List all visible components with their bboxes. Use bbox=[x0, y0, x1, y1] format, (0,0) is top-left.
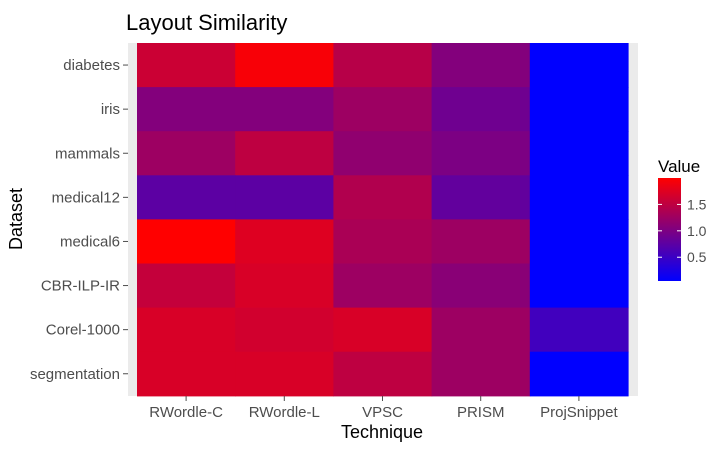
heatmap-cell-diabetes-PRISM bbox=[431, 43, 531, 88]
heatmap-cell-mammals-ProjSnippet bbox=[529, 131, 629, 176]
x-tick-label: RWordle-L bbox=[249, 404, 320, 421]
heatmap-cell-diabetes-ProjSnippet bbox=[529, 43, 629, 88]
y-tick-label: Corel-1000 bbox=[46, 322, 120, 339]
heatmap-cell-iris-VPSC bbox=[333, 87, 433, 132]
heatmap-cell-CBR-ILP-IR-RWordle-L bbox=[235, 263, 334, 309]
legend-title: Value bbox=[658, 157, 700, 176]
y-axis-title: Dataset bbox=[6, 188, 26, 250]
x-axis-title: Technique bbox=[341, 422, 423, 442]
heatmap-cell-segmentation-PRISM bbox=[431, 351, 531, 397]
y-tick-label: iris bbox=[101, 101, 120, 118]
heatmap-cell-segmentation-ProjSnippet bbox=[529, 351, 629, 397]
legend-ticks: 0.5 1.0 1.5 bbox=[658, 196, 707, 265]
heatmap-cell-medical6-ProjSnippet bbox=[529, 219, 629, 265]
heatmap-cell-medical6-PRISM bbox=[431, 219, 531, 265]
heatmap-cell-CBR-ILP-IR-VPSC bbox=[333, 263, 433, 309]
heatmap-cell-CBR-ILP-IR-PRISM bbox=[431, 263, 531, 309]
y-tick-label: mammals bbox=[55, 145, 120, 162]
heatmap-cell-medical12-VPSC bbox=[333, 175, 433, 220]
heatmap-cell-Corel-1000-RWordle-L bbox=[235, 307, 334, 353]
heatmap-cell-medical12-ProjSnippet bbox=[529, 175, 629, 220]
x-axis-ticks: RWordle-C RWordle-L VPSC PRISM ProjSnippet bbox=[149, 396, 619, 421]
y-tick-label: medical12 bbox=[52, 189, 120, 206]
x-tick-label: VPSC bbox=[362, 404, 403, 421]
legend-tick-label: 1.0 bbox=[687, 223, 707, 239]
heatmap-cell-iris-RWordle-C bbox=[137, 87, 236, 132]
heatmap-cell-Corel-1000-PRISM bbox=[431, 307, 531, 353]
heatmap-cell-medical12-RWordle-C bbox=[137, 175, 236, 220]
heatmap-cell-segmentation-VPSC bbox=[333, 351, 433, 397]
heatmap-cell-CBR-ILP-IR-ProjSnippet bbox=[529, 263, 629, 309]
heatmap-cell-mammals-VPSC bbox=[333, 131, 433, 176]
heatmap-cell-medical12-PRISM bbox=[431, 175, 531, 220]
heatmap-cell-iris-ProjSnippet bbox=[529, 87, 629, 132]
heatmap-cell-CBR-ILP-IR-RWordle-C bbox=[137, 263, 236, 309]
y-tick-label: segmentation bbox=[30, 366, 120, 383]
heatmap-cell-iris-RWordle-L bbox=[235, 87, 334, 132]
heatmap-cell-segmentation-RWordle-C bbox=[137, 351, 236, 397]
heatmap-cell-Corel-1000-VPSC bbox=[333, 307, 433, 353]
x-tick-label: RWordle-C bbox=[149, 404, 223, 421]
y-tick-label: medical6 bbox=[60, 233, 120, 250]
color-legend: Value 0.5 1.0 1.5 bbox=[658, 157, 707, 281]
heatmap-cell-medical6-VPSC bbox=[333, 219, 433, 265]
y-tick-label: CBR-ILP-IR bbox=[41, 278, 120, 295]
heatmap-cell-mammals-RWordle-C bbox=[137, 131, 236, 176]
y-tick-label: diabetes bbox=[63, 57, 120, 74]
heatmap-cell-diabetes-RWordle-C bbox=[137, 43, 236, 88]
chart-title: Layout Similarity bbox=[126, 10, 287, 35]
heatmap-cell-medical6-RWordle-L bbox=[235, 219, 334, 265]
heatmap-cell-medical12-RWordle-L bbox=[235, 175, 334, 220]
legend-tick-label: 0.5 bbox=[687, 249, 707, 265]
heatmap-cell-Corel-1000-RWordle-C bbox=[137, 307, 236, 353]
heatmap-cell-diabetes-VPSC bbox=[333, 43, 433, 88]
legend-tick-label: 1.5 bbox=[687, 196, 707, 212]
legend-colorbar bbox=[658, 178, 681, 281]
heatmap-cell-medical6-RWordle-C bbox=[137, 219, 236, 265]
heatmap-cell-iris-PRISM bbox=[431, 87, 531, 132]
heatmap-cell-diabetes-RWordle-L bbox=[235, 43, 334, 88]
y-axis-ticks: diabetes iris mammals medical12 medical6 CBR-… bbox=[30, 57, 128, 383]
heatmap-cells bbox=[137, 43, 629, 397]
heatmap-cell-Corel-1000-ProjSnippet bbox=[529, 307, 629, 353]
heatmap-cell-segmentation-RWordle-L bbox=[235, 351, 334, 397]
x-tick-label: PRISM bbox=[457, 404, 505, 421]
x-tick-label: ProjSnippet bbox=[540, 404, 618, 421]
heatmap-cell-mammals-RWordle-L bbox=[235, 131, 334, 176]
heatmap-cell-mammals-PRISM bbox=[431, 131, 531, 176]
